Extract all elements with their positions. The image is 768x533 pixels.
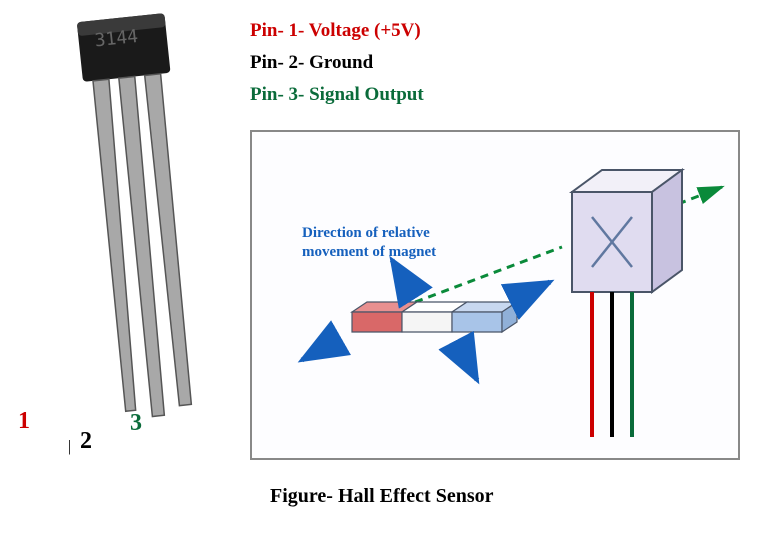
- movement-label-2: movement of magnet: [302, 244, 436, 260]
- sensor-package-drawing: 3144: [20, 10, 220, 460]
- pin3-number: 3: [130, 410, 142, 437]
- cursor-mark: |: [68, 438, 71, 456]
- pin-legend: Pin- 1- Voltage (+5V) Pin- 2- Ground Pin…: [250, 20, 424, 116]
- pin2-number: 2: [80, 428, 92, 455]
- movement-arrow-nw: [392, 260, 412, 292]
- hall-sensor-diagram: 3144 1 2 3 | Pin- 1- Voltage (+5V) Pin- …: [0, 0, 768, 533]
- sensor-cube: [572, 170, 682, 437]
- movement-arrow-ne: [514, 282, 550, 300]
- pin1-number: 1: [18, 408, 30, 435]
- legend-pin1: Pin- 1- Voltage (+5V): [250, 20, 424, 42]
- operation-diagram: Direction of relative movement of magnet: [250, 130, 740, 460]
- figure-caption: Figure- Hall Effect Sensor: [270, 485, 493, 508]
- movement-arrow-se: [457, 342, 477, 380]
- movement-label-1: Direction of relative: [302, 225, 430, 241]
- magnet: [352, 302, 517, 332]
- movement-arrow-sw: [302, 340, 337, 360]
- legend-pin2: Pin- 2- Ground: [250, 52, 424, 74]
- legend-pin3: Pin- 3- Signal Output: [250, 84, 424, 106]
